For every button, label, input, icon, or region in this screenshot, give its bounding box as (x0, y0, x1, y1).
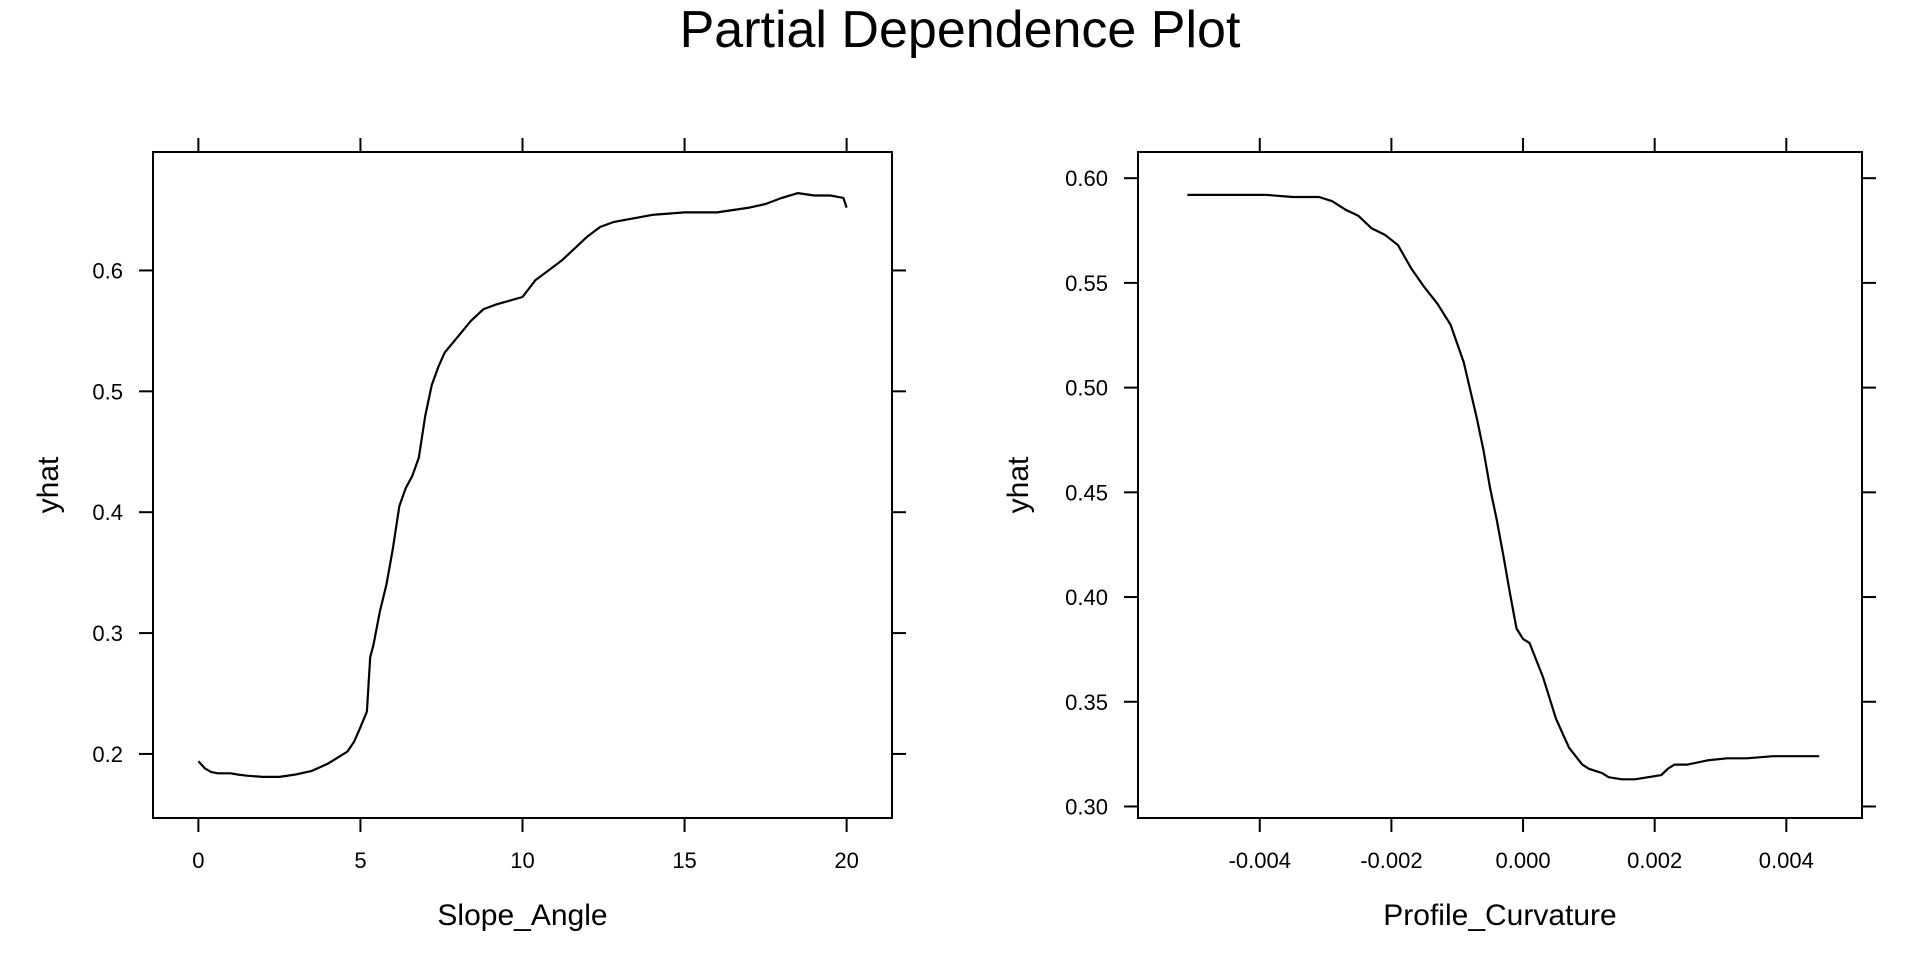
x-tick-label: 20 (834, 848, 858, 873)
pdp-curve (197, 192, 848, 778)
x-tick-label: 15 (672, 848, 696, 873)
pdp-curve (1187, 193, 1820, 781)
figure-title: Partial Dependence Plot (680, 1, 1241, 59)
x-tick-label: 0.000 (1496, 848, 1551, 873)
pdp-panel-slope-angle: 0 5 10 15 20 0.2 0.3 0.4 0.5 0.6 Slope_Angle yhat (32, 138, 906, 932)
x-axis-label: Slope_Angle (437, 899, 607, 932)
plot-frame (152, 151, 893, 819)
y-tick-label: 0.50 (1065, 376, 1108, 401)
x-tick-label: -0.002 (1360, 848, 1422, 873)
y-tick-label: 0.4 (92, 500, 123, 525)
y-tick-label: 0.40 (1065, 585, 1108, 610)
y-tick-label: 0.35 (1065, 690, 1108, 715)
x-tick-label: 0.004 (1759, 848, 1814, 873)
y-tick-label: 0.30 (1065, 794, 1108, 819)
plot-frame (1137, 151, 1863, 819)
y-tick-label: 0.5 (92, 379, 123, 404)
x-tick-label: -0.004 (1229, 848, 1291, 873)
y-tick-label: 0.60 (1065, 166, 1108, 191)
pdp-panel-profile-curvature: -0.004 -0.002 0.000 0.002 0.004 0.30 0.35 0.40 0… (1002, 138, 1876, 932)
x-tick-label: 10 (510, 848, 534, 873)
x-axis-label: Profile_Curvature (1383, 899, 1616, 932)
x-tick-label: 0 (192, 848, 204, 873)
x-tick-label: 0.002 (1627, 848, 1682, 873)
y-tick-label: 0.45 (1065, 480, 1108, 505)
y-axis-label: yhat (1002, 456, 1035, 513)
y-axis-label: yhat (32, 456, 65, 513)
y-tick-label: 0.2 (92, 742, 123, 767)
y-tick-label: 0.6 (92, 258, 123, 283)
y-tick-label: 0.55 (1065, 271, 1108, 296)
x-tick-label: 5 (354, 848, 366, 873)
y-tick-label: 0.3 (92, 621, 123, 646)
